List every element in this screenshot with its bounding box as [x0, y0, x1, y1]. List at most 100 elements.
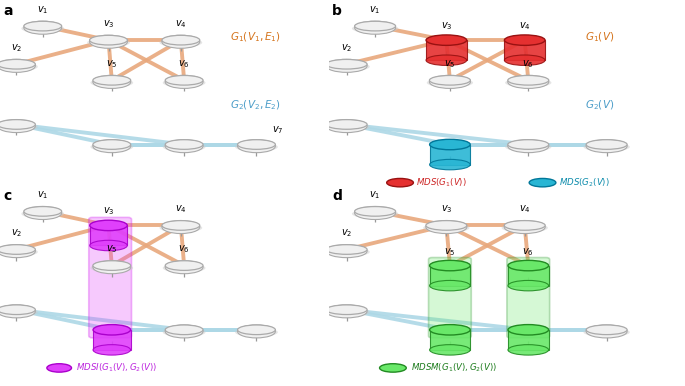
- Ellipse shape: [0, 120, 36, 132]
- Ellipse shape: [501, 223, 548, 233]
- Text: $v_2$: $v_2$: [11, 227, 22, 239]
- FancyBboxPatch shape: [429, 266, 470, 286]
- Ellipse shape: [427, 78, 473, 88]
- Ellipse shape: [162, 221, 200, 230]
- Ellipse shape: [21, 209, 64, 218]
- Ellipse shape: [323, 62, 370, 71]
- FancyBboxPatch shape: [426, 40, 466, 60]
- Text: $v_7$: $v_7$: [272, 125, 284, 137]
- Ellipse shape: [0, 307, 38, 317]
- Ellipse shape: [504, 55, 545, 66]
- Ellipse shape: [584, 142, 630, 152]
- Text: $G_1(V_1,E_1)$: $G_1(V_1,E_1)$: [230, 30, 281, 44]
- Ellipse shape: [0, 62, 38, 71]
- Ellipse shape: [355, 207, 395, 220]
- Ellipse shape: [163, 327, 206, 337]
- Ellipse shape: [24, 21, 62, 31]
- Text: $MDSI(G_1(V),G_2(V))$: $MDSI(G_1(V),G_2(V))$: [75, 362, 157, 374]
- Ellipse shape: [386, 178, 414, 187]
- Text: $MDSM(G_1(V),G_2(V))$: $MDSM(G_1(V),G_2(V))$: [411, 362, 497, 374]
- Text: d: d: [332, 189, 342, 203]
- Text: $v_4$: $v_4$: [175, 18, 187, 30]
- Ellipse shape: [586, 325, 627, 335]
- Ellipse shape: [163, 142, 206, 152]
- Ellipse shape: [0, 245, 36, 254]
- Ellipse shape: [508, 76, 549, 85]
- Ellipse shape: [93, 345, 131, 355]
- Text: $v_1$: $v_1$: [37, 189, 49, 201]
- Text: $v_5$: $v_5$: [106, 58, 118, 70]
- Ellipse shape: [379, 364, 406, 372]
- Ellipse shape: [508, 325, 549, 335]
- Ellipse shape: [505, 78, 551, 88]
- Ellipse shape: [165, 140, 203, 152]
- Text: $MDS(G_1(V))$: $MDS(G_1(V))$: [416, 176, 467, 189]
- Ellipse shape: [163, 263, 206, 273]
- Ellipse shape: [355, 21, 395, 34]
- Ellipse shape: [326, 120, 367, 132]
- Ellipse shape: [355, 207, 395, 216]
- Ellipse shape: [426, 220, 466, 234]
- Ellipse shape: [355, 21, 395, 31]
- Ellipse shape: [326, 305, 367, 318]
- Ellipse shape: [93, 140, 131, 152]
- Ellipse shape: [326, 245, 367, 254]
- FancyBboxPatch shape: [429, 144, 470, 164]
- Ellipse shape: [90, 78, 133, 88]
- Text: $v_3$: $v_3$: [103, 206, 114, 217]
- Ellipse shape: [0, 247, 38, 257]
- Ellipse shape: [90, 35, 127, 48]
- Ellipse shape: [423, 223, 469, 233]
- Ellipse shape: [429, 260, 470, 271]
- Ellipse shape: [586, 140, 627, 152]
- Text: b: b: [332, 4, 342, 18]
- Ellipse shape: [326, 59, 367, 69]
- Ellipse shape: [429, 345, 470, 355]
- Ellipse shape: [24, 21, 62, 34]
- Ellipse shape: [235, 142, 278, 152]
- Ellipse shape: [90, 36, 127, 45]
- Ellipse shape: [0, 305, 36, 318]
- Ellipse shape: [504, 35, 545, 46]
- Ellipse shape: [0, 305, 36, 315]
- Ellipse shape: [238, 325, 275, 338]
- Ellipse shape: [0, 120, 36, 129]
- FancyBboxPatch shape: [504, 40, 545, 60]
- Ellipse shape: [352, 24, 398, 33]
- Text: $G_1(V)$: $G_1(V)$: [585, 30, 614, 44]
- Ellipse shape: [326, 59, 367, 72]
- Text: $v_1$: $v_1$: [37, 4, 49, 16]
- FancyBboxPatch shape: [89, 217, 132, 338]
- Ellipse shape: [93, 261, 131, 274]
- Ellipse shape: [165, 261, 203, 270]
- Ellipse shape: [90, 240, 127, 251]
- Ellipse shape: [508, 75, 549, 88]
- Text: $v_3$: $v_3$: [103, 18, 114, 30]
- Ellipse shape: [508, 140, 549, 149]
- Ellipse shape: [93, 261, 131, 270]
- FancyBboxPatch shape: [93, 330, 131, 350]
- Ellipse shape: [160, 223, 202, 233]
- Text: $G_2(V)$: $G_2(V)$: [585, 98, 614, 112]
- Text: $v_3$: $v_3$: [440, 20, 452, 32]
- Ellipse shape: [163, 78, 206, 88]
- Text: c: c: [3, 189, 12, 203]
- Text: $v_2$: $v_2$: [341, 42, 352, 54]
- Ellipse shape: [429, 159, 470, 170]
- Text: $v_2$: $v_2$: [341, 227, 352, 239]
- Ellipse shape: [429, 280, 470, 291]
- Ellipse shape: [165, 76, 203, 85]
- Ellipse shape: [235, 327, 278, 337]
- FancyBboxPatch shape: [90, 225, 127, 245]
- Text: $v_5$: $v_5$: [444, 246, 456, 257]
- Ellipse shape: [586, 140, 627, 149]
- FancyBboxPatch shape: [508, 266, 549, 286]
- Text: $v_3$: $v_3$: [440, 203, 452, 215]
- Ellipse shape: [352, 209, 398, 218]
- Text: $v_6$: $v_6$: [178, 58, 190, 70]
- Ellipse shape: [504, 221, 545, 230]
- Text: $v_6$: $v_6$: [178, 243, 190, 255]
- Ellipse shape: [0, 122, 38, 132]
- Ellipse shape: [0, 245, 36, 257]
- Ellipse shape: [586, 325, 627, 338]
